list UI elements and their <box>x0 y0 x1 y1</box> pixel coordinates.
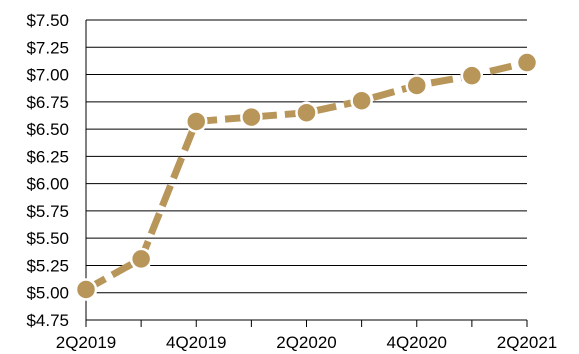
x-tick-label: 2Q2019 <box>56 333 117 352</box>
data-point <box>240 105 263 129</box>
y-tick-label: $5.00 <box>26 284 69 303</box>
x-axis: 2Q2019 4Q2019 2Q2020 4Q2020 2Q2021 <box>56 20 558 352</box>
y-tick-label: $6.75 <box>26 93 69 112</box>
data-point <box>515 51 539 74</box>
data-point <box>405 74 428 97</box>
series-line <box>84 59 528 293</box>
x-tick-label: 2Q2021 <box>497 333 558 352</box>
y-tick-label: $5.75 <box>26 202 69 221</box>
grid-lines <box>86 19 527 294</box>
data-point <box>185 110 208 133</box>
data-point <box>350 89 373 112</box>
y-tick-label: $6.50 <box>26 120 69 139</box>
y-tick-label: $6.00 <box>26 175 69 194</box>
y-axis-tick-labels: $4.75 $5.00 $5.25 $5.50 $5.75 $6.00 $6.25 $6.50… <box>26 11 69 330</box>
y-tick-label: $7.25 <box>26 38 69 57</box>
data-point <box>74 278 98 301</box>
data-point <box>129 247 153 271</box>
x-tick-label: 2Q2020 <box>276 333 337 352</box>
y-tick-label: $7.00 <box>26 66 69 85</box>
data-point <box>295 101 318 124</box>
y-tick-label: $6.25 <box>26 147 69 166</box>
series-points <box>74 51 539 301</box>
y-tick-label: $4.75 <box>26 311 69 330</box>
y-tick-label: $7.50 <box>26 11 69 30</box>
x-tick-label: 4Q2019 <box>166 333 227 352</box>
y-tick-label: $5.50 <box>26 229 69 248</box>
data-point <box>460 64 484 87</box>
x-tick-label: 4Q2020 <box>387 333 448 352</box>
series-line-path <box>84 59 528 293</box>
y-tick-label: $5.25 <box>26 256 69 275</box>
